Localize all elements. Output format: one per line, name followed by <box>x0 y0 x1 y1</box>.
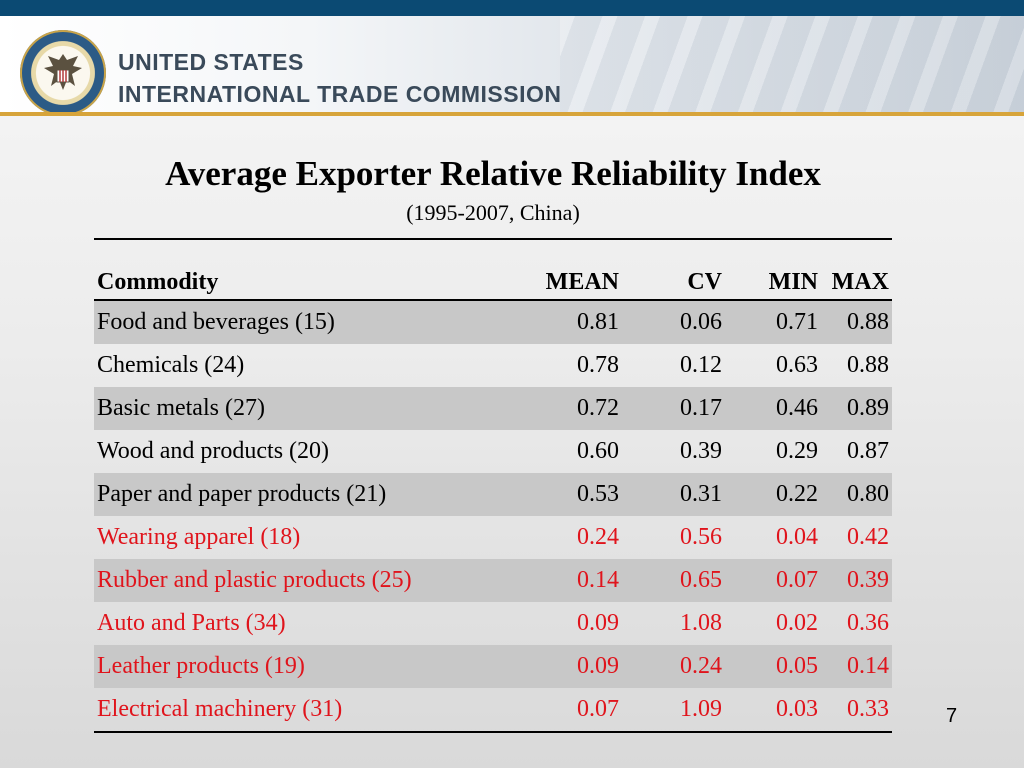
cell-cv: 0.24 <box>622 645 725 688</box>
header-mean: MEAN <box>520 265 622 301</box>
cell-max: 0.87 <box>847 438 889 464</box>
table-row: Electrical machinery (31) 0.07 1.09 0.03 0.3… <box>94 688 892 733</box>
cell-commodity: Electrical machinery (31) <box>94 688 520 733</box>
header-max: MAX <box>821 265 892 301</box>
cell-cv: 0.56 <box>680 524 722 550</box>
cell-commodity: Basic metals (27) <box>94 387 520 430</box>
usitc-seal-logo <box>20 30 106 116</box>
cell-min: 0.71 <box>725 300 821 344</box>
cell-mean: 0.09 <box>577 610 619 636</box>
cell-max: 0.88 <box>821 300 892 344</box>
cell-min: 0.02 <box>776 610 818 636</box>
cell-mean: 0.81 <box>520 300 622 344</box>
table-row: Leather products (19) 0.09 0.24 0.05 0.14 <box>94 645 892 688</box>
slide-title: Average Exporter Relative Reliability In… <box>165 154 821 193</box>
cell-commodity: Paper and paper products (21) <box>94 473 520 516</box>
header-commodity: Commodity <box>94 265 520 301</box>
table-top-rule <box>94 238 892 240</box>
cell-commodity: Chemicals (24) <box>97 352 245 378</box>
cell-min: 0.22 <box>725 473 821 516</box>
table-row: Wood and products (20) 0.60 0.39 0.29 0.87 <box>94 430 892 473</box>
header-cv: CV <box>622 265 725 301</box>
slide-subtitle: (1995-2007, China) <box>406 200 580 225</box>
cell-cv: 0.06 <box>622 300 725 344</box>
reliability-table: Commodity MEAN CV MIN MAX Food and bever… <box>94 265 892 733</box>
cell-min: 0.05 <box>725 645 821 688</box>
cell-mean: 0.72 <box>520 387 622 430</box>
table-row: Auto and Parts (34) 0.09 1.08 0.02 0.36 <box>94 602 892 645</box>
org-name-line2: INTERNATIONAL TRADE COMMISSION <box>118 81 562 107</box>
cell-max: 0.80 <box>821 473 892 516</box>
org-name-line1: UNITED STATES <box>118 49 304 75</box>
table-row: Rubber and plastic products (25) 0.14 0.65… <box>94 559 892 602</box>
table-row: Basic metals (27) 0.72 0.17 0.46 0.89 <box>94 387 892 430</box>
cell-commodity: Wearing apparel (18) <box>97 524 301 550</box>
cell-commodity: Food and beverages (15) <box>94 300 520 344</box>
cell-cv: 0.39 <box>680 438 722 464</box>
table-row: Wearing apparel (18) 0.24 0.56 0.04 0.42 <box>94 516 892 559</box>
cell-mean: 0.60 <box>577 438 619 464</box>
cell-commodity: Auto and Parts (34) <box>97 610 286 636</box>
cell-max: 0.14 <box>821 645 892 688</box>
header-min: MIN <box>725 265 821 301</box>
cell-cv: 1.09 <box>622 688 725 733</box>
cell-cv: 0.12 <box>680 352 722 378</box>
gold-divider <box>0 112 1024 116</box>
cell-cv: 0.17 <box>622 387 725 430</box>
cell-min: 0.46 <box>725 387 821 430</box>
cell-min: 0.07 <box>725 559 821 602</box>
cell-min: 0.03 <box>725 688 821 733</box>
cell-min: 0.29 <box>776 438 818 464</box>
cell-cv: 0.65 <box>622 559 725 602</box>
cell-mean: 0.78 <box>577 352 619 378</box>
eagle-icon <box>44 54 82 90</box>
cell-mean: 0.07 <box>520 688 622 733</box>
page-number: 7 <box>946 705 958 727</box>
cell-max: 0.36 <box>847 610 889 636</box>
cell-min: 0.63 <box>776 352 818 378</box>
cell-max: 0.89 <box>821 387 892 430</box>
cell-mean: 0.53 <box>520 473 622 516</box>
cell-max: 0.33 <box>821 688 892 733</box>
cell-max: 0.42 <box>847 524 889 550</box>
cell-commodity: Wood and products (20) <box>97 438 330 464</box>
table-header-row: Commodity MEAN CV MIN MAX <box>94 265 892 301</box>
cell-commodity: Rubber and plastic products (25) <box>94 559 520 602</box>
banner-decoration <box>560 16 1024 114</box>
cell-mean: 0.14 <box>520 559 622 602</box>
cell-min: 0.04 <box>776 524 818 550</box>
cell-max: 0.88 <box>847 352 889 378</box>
cell-mean: 0.09 <box>520 645 622 688</box>
header-banner: UNITED STATES INTERNATIONAL TRADE COMMIS… <box>0 16 1024 116</box>
table-row: Food and beverages (15) 0.81 0.06 0.71 0.88 <box>94 300 892 344</box>
cell-mean: 0.24 <box>577 524 619 550</box>
table-row: Paper and paper products (21) 0.53 0.31 0.2… <box>94 473 892 516</box>
cell-cv: 1.08 <box>680 610 722 636</box>
cell-max: 0.39 <box>821 559 892 602</box>
cell-commodity: Leather products (19) <box>94 645 520 688</box>
top-color-bar <box>0 0 1024 16</box>
table-row: Chemicals (24) 0.78 0.12 0.63 0.88 <box>94 344 892 387</box>
cell-cv: 0.31 <box>622 473 725 516</box>
